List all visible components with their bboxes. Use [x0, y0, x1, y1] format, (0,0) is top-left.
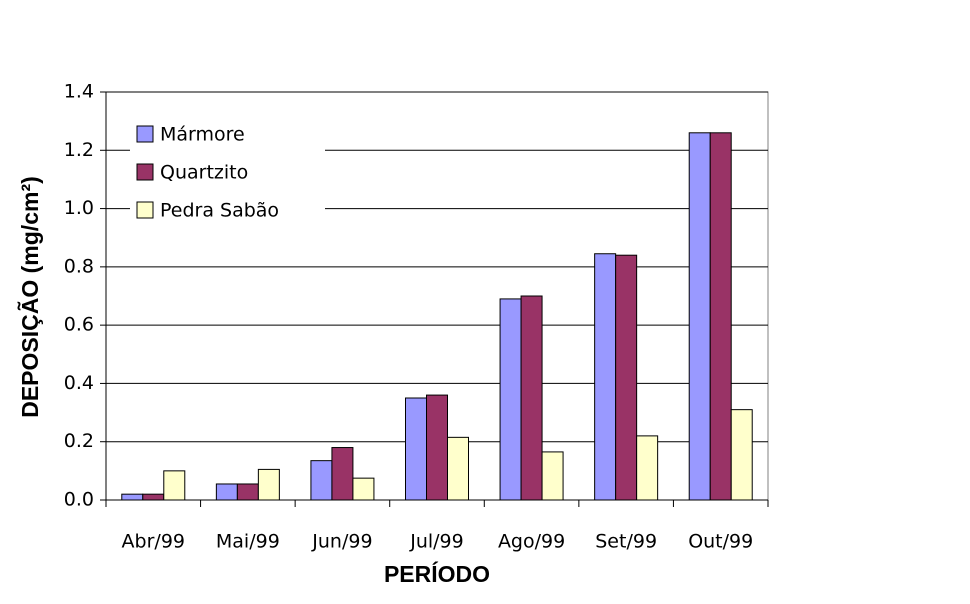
- bar: [426, 394, 448, 501]
- x-tick-label: Jul/99: [409, 531, 464, 553]
- x-tick-label: Jun/99: [311, 531, 372, 553]
- bar: [636, 435, 659, 501]
- legend-label: Mármore: [160, 124, 245, 146]
- bar: [730, 409, 753, 501]
- y-tick-label: 0.0: [64, 489, 94, 511]
- legend-label: Quartzito: [160, 162, 248, 184]
- x-tick-label: Out/99: [688, 531, 753, 553]
- legend-swatch: [136, 125, 154, 143]
- bar: [257, 468, 280, 501]
- bar: [236, 483, 259, 501]
- bar: [594, 253, 617, 501]
- bar: [688, 132, 711, 501]
- legend-swatch: [136, 163, 154, 181]
- bar: [615, 254, 638, 501]
- bar: [121, 493, 144, 501]
- y-tick-label: 0.4: [64, 372, 94, 394]
- bar: [163, 470, 186, 501]
- bar: [709, 132, 732, 501]
- y-tick-label: 1.2: [64, 139, 94, 161]
- y-tick-label: 1.0: [64, 197, 94, 219]
- y-tick-label: 0.8: [64, 255, 94, 277]
- y-tick-label: 0.2: [64, 430, 94, 452]
- bar: [541, 451, 564, 501]
- bar: [352, 477, 375, 501]
- y-tick-label: 0.6: [64, 314, 94, 336]
- bar: [142, 493, 165, 501]
- bar: [405, 397, 427, 501]
- bar: [310, 460, 333, 501]
- bar: [520, 295, 543, 501]
- x-tick-label: Mai/99: [216, 531, 280, 553]
- bar: [215, 483, 238, 501]
- y-axis-title: DEPOSIÇÃO (mg/cm²): [16, 176, 43, 418]
- bar: [499, 298, 522, 501]
- y-tick-label: 1.4: [64, 81, 94, 103]
- bar: [331, 447, 354, 501]
- legend-swatch: [136, 201, 154, 219]
- legend-box: [130, 115, 325, 230]
- x-axis-title: PERÍODO: [384, 560, 490, 587]
- bar: [447, 436, 469, 501]
- x-tick-label: Abr/99: [122, 531, 185, 553]
- legend-label: Pedra Sabão: [160, 200, 279, 222]
- x-tick-label: Ago/99: [498, 531, 565, 553]
- x-tick-label: Set/99: [595, 531, 657, 553]
